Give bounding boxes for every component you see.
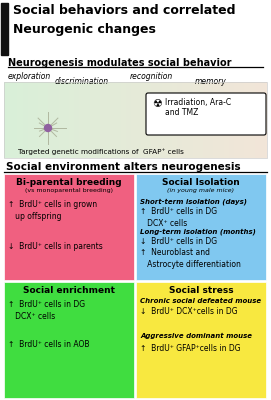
Text: ☢: ☢ xyxy=(152,99,162,109)
Text: ↑  BrdU⁺ cells in grown
   up offspring: ↑ BrdU⁺ cells in grown up offspring xyxy=(8,200,97,221)
Text: Neurogenic changes: Neurogenic changes xyxy=(13,23,156,36)
Bar xyxy=(1,3,8,55)
Text: Social behaviors and correlated: Social behaviors and correlated xyxy=(13,4,235,17)
Text: ↓  BrdU⁺ DCX⁺cells in DG: ↓ BrdU⁺ DCX⁺cells in DG xyxy=(140,307,238,316)
Text: ↑  BrdU⁺ cells in AOB: ↑ BrdU⁺ cells in AOB xyxy=(8,340,89,349)
Bar xyxy=(4,282,134,398)
Bar xyxy=(136,282,266,398)
Text: Targeted genetic modifications of  GFAP⁺ cells: Targeted genetic modifications of GFAP⁺ … xyxy=(18,148,184,155)
Text: ↑  BrdU⁺ cells in DG
   DCX⁺ cells: ↑ BrdU⁺ cells in DG DCX⁺ cells xyxy=(140,207,217,228)
Text: ↓  BrdU⁺ cells in parents: ↓ BrdU⁺ cells in parents xyxy=(8,242,103,251)
Text: ↑  BrdU⁺ GFAP⁺cells in DG: ↑ BrdU⁺ GFAP⁺cells in DG xyxy=(140,344,241,353)
Text: Aggressive dominant mouse: Aggressive dominant mouse xyxy=(140,333,252,339)
Text: Long-term isolation (months): Long-term isolation (months) xyxy=(140,228,256,235)
Text: ↑  BrdU⁺ cells in DG
   DCX⁺ cells: ↑ BrdU⁺ cells in DG DCX⁺ cells xyxy=(8,300,85,321)
Text: Chronic social defeated mouse: Chronic social defeated mouse xyxy=(140,298,261,304)
FancyBboxPatch shape xyxy=(146,93,266,135)
Text: ↓  BrdU⁺ cells in DG: ↓ BrdU⁺ cells in DG xyxy=(140,237,217,246)
Text: exploration: exploration xyxy=(8,72,51,81)
Text: memory: memory xyxy=(195,77,227,86)
Text: recognition: recognition xyxy=(130,72,173,81)
Text: Social stress: Social stress xyxy=(169,286,233,295)
Text: Neurogenesis modulates social behavior: Neurogenesis modulates social behavior xyxy=(8,58,231,68)
Text: Social Isolation: Social Isolation xyxy=(162,178,240,187)
Text: (in young male mice): (in young male mice) xyxy=(167,188,235,193)
Text: Irradiation, Ara-C
and TMZ: Irradiation, Ara-C and TMZ xyxy=(165,98,231,118)
Circle shape xyxy=(44,124,51,132)
Text: Social environment alters neurogenesis: Social environment alters neurogenesis xyxy=(6,162,241,172)
Text: discrimination: discrimination xyxy=(55,77,109,86)
Bar xyxy=(4,82,267,158)
Text: (vs monoparental breeding): (vs monoparental breeding) xyxy=(25,188,113,193)
Text: ↑  Neuroblast and
   Astrocyte differentiation: ↑ Neuroblast and Astrocyte differentiati… xyxy=(140,248,241,269)
Text: Short-term isolation (days): Short-term isolation (days) xyxy=(140,198,247,205)
Text: Social enrichment: Social enrichment xyxy=(23,286,115,295)
Bar xyxy=(4,174,134,280)
Text: Bi-parental breeding: Bi-parental breeding xyxy=(16,178,122,187)
Bar xyxy=(136,174,266,280)
